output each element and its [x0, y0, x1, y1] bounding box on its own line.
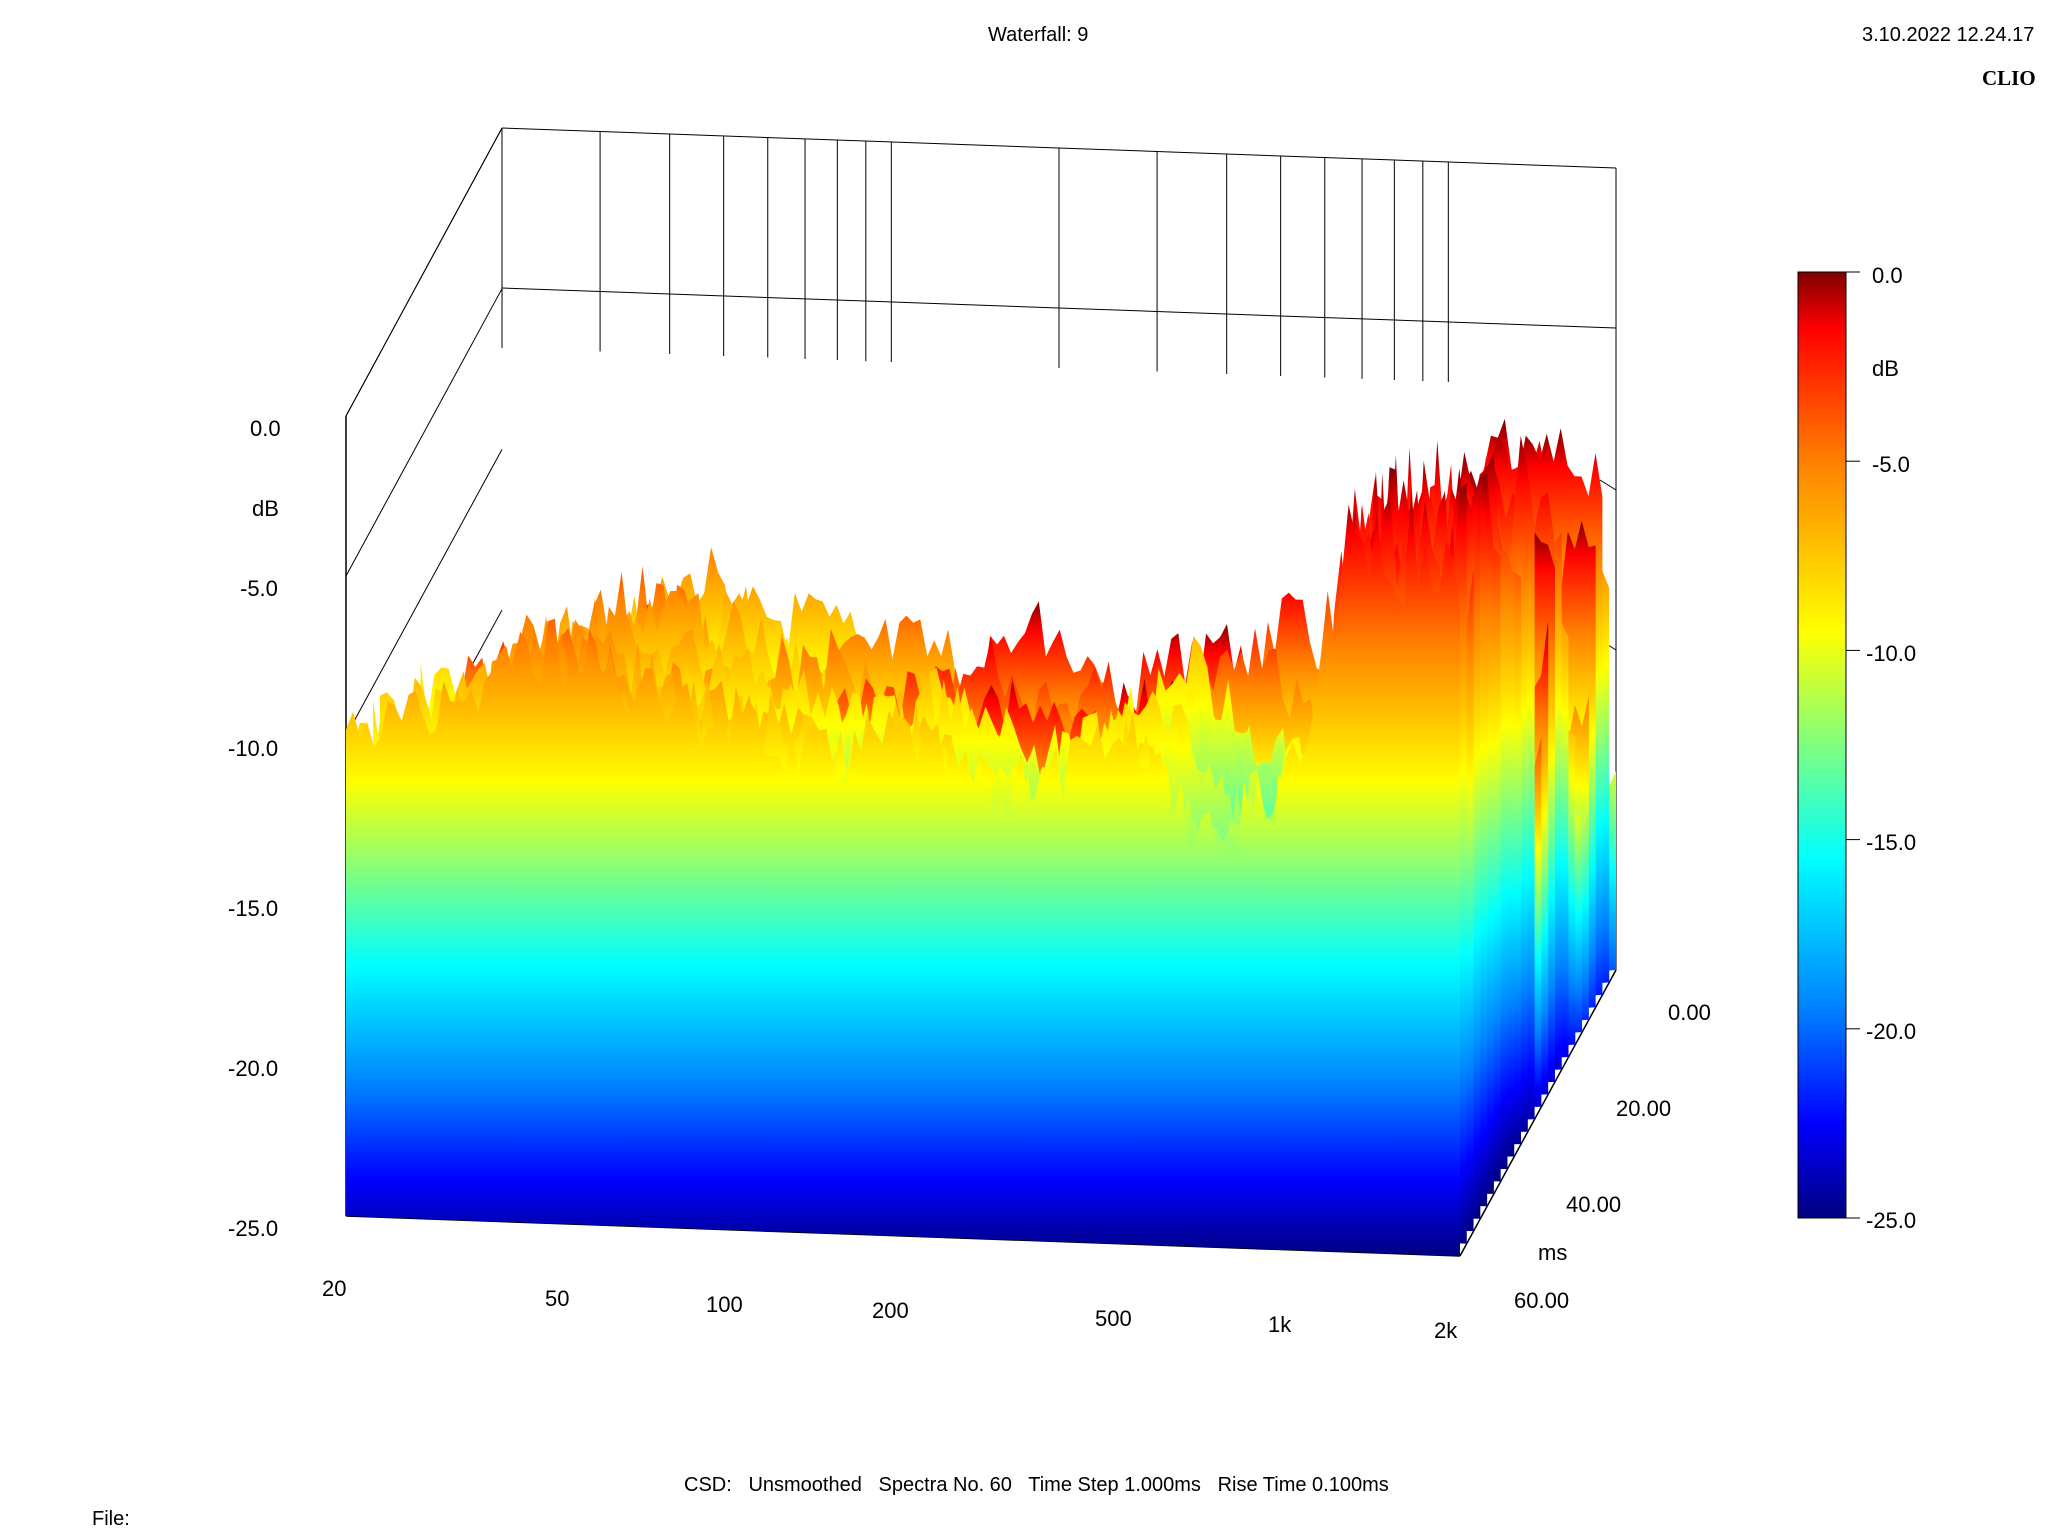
colorbar-tick: -5.0 [1872, 452, 1910, 477]
t-tick: 0.00 [1668, 1000, 1711, 1025]
x-tick: 100 [706, 1292, 743, 1317]
x-tick: 20 [322, 1276, 347, 1301]
z-tick: -20.0 [228, 1056, 279, 1081]
colorbar-tick: -20.0 [1866, 1019, 1917, 1044]
grid-line [501, 287, 1617, 329]
grid-line [345, 449, 503, 737]
spectrum-slice [346, 490, 1460, 1256]
z-tick: -15.0 [228, 896, 279, 921]
time-axis-line [1459, 969, 1617, 1257]
x-tick: 1k [1268, 1312, 1292, 1337]
colorbar-tick: 0.0 [1872, 263, 1903, 288]
colorbar-tick: -25.0 [1866, 1208, 1917, 1233]
x-tick: 200 [872, 1298, 909, 1323]
z-tick: -10.0 [228, 736, 279, 761]
z-tick: -5.0 [240, 576, 278, 601]
x-tick: 2k [1434, 1318, 1458, 1343]
csd-info: CSD: Unsmoothed Spectra No. 60 Time Step… [684, 1474, 1389, 1496]
colorbar-ticks [1846, 271, 1860, 1219]
z-tick: 0.0 [250, 416, 281, 441]
colorbar [1797, 271, 1847, 1219]
z-axis-label: dB [252, 496, 279, 521]
brand-logo: CLIO [1982, 66, 2036, 90]
colorbar-label: dB [1872, 356, 1899, 381]
colorbar-tick: -10.0 [1866, 641, 1917, 666]
x-tick: 500 [1095, 1306, 1132, 1331]
grid-line [345, 127, 503, 417]
time-axis-label: ms [1538, 1240, 1568, 1265]
timestamp: 3.10.2022 12.24.17 [1862, 24, 2035, 46]
file-label: File: [92, 1508, 130, 1530]
t-tick: 20.00 [1616, 1096, 1672, 1121]
colorbar-tick: -15.0 [1866, 830, 1917, 855]
chart-title: Waterfall: 9 [988, 24, 1089, 46]
t-tick: 40.00 [1566, 1192, 1622, 1217]
grid-line [501, 127, 1617, 169]
t-tick: 60.00 [1514, 1288, 1570, 1313]
grid-line [1599, 479, 1617, 491]
x-tick: 50 [545, 1286, 570, 1311]
waterfall-surface [346, 418, 1616, 1256]
z-tick: -25.0 [228, 1216, 279, 1241]
grid-line [345, 288, 503, 577]
